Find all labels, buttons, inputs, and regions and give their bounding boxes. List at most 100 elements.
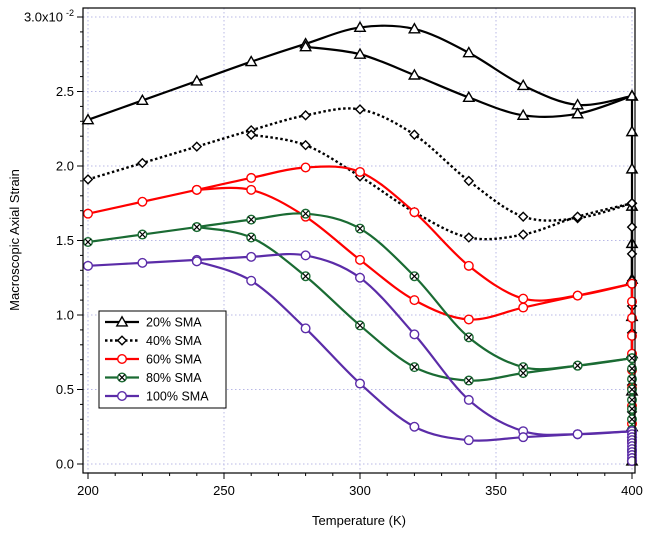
series-4-point-x: [465, 334, 473, 341]
series-1-point: [625, 162, 639, 174]
y-tick-label: 3.0x10: [24, 10, 63, 25]
series-4-point-x: [628, 365, 636, 372]
series-4-point-x: [356, 225, 364, 232]
series-2-point: [245, 129, 257, 140]
series-3-point: [355, 254, 366, 265]
legend-swatch-marker-x: [118, 374, 126, 381]
series-4-point-x: [411, 363, 418, 371]
series-4-point-x: [247, 234, 255, 241]
y-tick-label: 1.0: [56, 308, 74, 323]
series-5-point: [246, 251, 257, 262]
series-3-point: [572, 290, 583, 301]
series-3-point: [409, 295, 420, 306]
series-1-point: [462, 90, 476, 103]
series-5-point: [355, 378, 366, 389]
y-tick-label: 0.0: [56, 457, 74, 472]
x-tick-label: 350: [485, 483, 507, 498]
series-2-point: [572, 211, 583, 222]
series-3-point: [191, 184, 202, 195]
series-4-point-x: [519, 369, 527, 377]
series-1-point: [625, 125, 639, 137]
series-4-point-x: [302, 210, 309, 218]
series-3-point: [409, 207, 420, 218]
series-3-point: [137, 196, 148, 207]
series-5-point: [572, 429, 583, 440]
legend-swatch-marker: [116, 391, 127, 402]
series-3-point: [300, 162, 311, 173]
series-2-cooling-line: [250, 133, 633, 241]
series-4-point-x: [139, 231, 146, 238]
y-tick-label: 2.5: [56, 84, 74, 99]
series-1-point: [407, 68, 421, 80]
series-3-point: [627, 278, 638, 289]
y-exponent-label: -2: [66, 8, 74, 18]
legend-label: 100% SMA: [146, 390, 209, 404]
series-4-point-x: [628, 375, 636, 383]
series-5-cooling-line: [196, 260, 633, 442]
series-2-point: [137, 157, 148, 169]
series-4-point-x: [302, 272, 309, 280]
series-5-point: [137, 257, 148, 268]
y-tick-label: 2.0: [56, 159, 74, 174]
series-1-point: [462, 46, 476, 58]
series-1-point: [81, 113, 95, 125]
series-5: [82, 250, 638, 467]
series-2-point: [517, 211, 529, 222]
y-tick-label: 1.5: [56, 233, 74, 248]
series-4-point-x: [628, 386, 636, 393]
series-3-point: [627, 296, 638, 307]
series-1-point: [190, 74, 204, 86]
series-3-point: [355, 166, 366, 177]
series-3-point: [246, 184, 257, 195]
legend-swatch-marker: [116, 335, 128, 346]
series-5-point: [518, 432, 529, 443]
series-4-point-x: [628, 396, 636, 404]
series-4-point-x: [628, 354, 636, 362]
series-1-point: [353, 47, 367, 59]
series-5-point: [409, 329, 420, 340]
legend-label: 40% SMA: [146, 334, 202, 348]
x-tick-label: 250: [213, 483, 235, 498]
series-3-point: [463, 260, 474, 271]
series-1-point: [407, 22, 421, 34]
series-5-point: [82, 260, 93, 271]
series-1-point: [135, 93, 149, 106]
series-5-point: [463, 394, 474, 405]
series-1-point: [353, 20, 367, 33]
series-3-point: [246, 172, 257, 183]
series-1-point: [244, 55, 258, 67]
series-layer: [81, 20, 639, 467]
series-2-point: [409, 129, 420, 140]
legend: 20% SMA 40% SMA 60% SMA 80% SMA 100% SMA: [98, 310, 227, 409]
x-axis-title: Temperature (K): [312, 513, 406, 528]
series-4-point-x: [84, 238, 92, 246]
series-4-point-x: [411, 272, 418, 280]
series-2-point: [517, 229, 529, 240]
series-4-point-x: [465, 377, 473, 384]
series-1-point: [571, 107, 585, 119]
series-5-point: [246, 275, 257, 286]
series-2-point: [463, 232, 475, 243]
series-4-point-x: [628, 415, 636, 423]
series-2-point: [82, 174, 94, 185]
series-1-point: [516, 108, 530, 120]
series-3-point: [518, 302, 529, 313]
legend-label: 80% SMA: [146, 371, 202, 385]
x-tick-label: 200: [77, 483, 99, 498]
series-5-point: [409, 421, 420, 432]
series-5-point: [463, 435, 474, 446]
series-2-point: [300, 110, 311, 121]
series-3-point: [627, 330, 638, 341]
series-5-point: [300, 250, 311, 261]
series-2-point: [354, 104, 366, 115]
series-4-point-x: [193, 223, 201, 231]
series-3-point: [627, 312, 638, 323]
x-tick-label: 400: [621, 483, 643, 498]
axes: 200 250 300 350 400 0.0 0.5 1.0 1.5 2.0 2.5 3.0x10-…: [24, 8, 643, 498]
y-axis-title: Macroscopic Axial Strain: [7, 169, 22, 311]
series-1-point: [299, 40, 313, 52]
x-tick-label: 300: [349, 483, 371, 498]
series-5-point: [300, 323, 311, 334]
y-tick-label: 0.5: [56, 382, 74, 397]
